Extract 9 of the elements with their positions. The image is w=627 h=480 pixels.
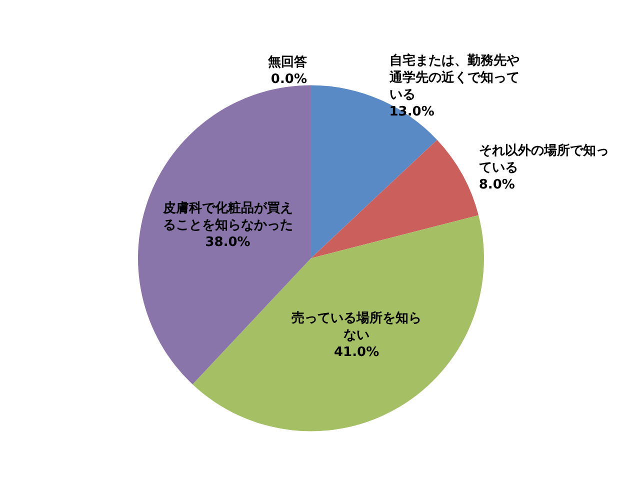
slice-label: それ以外の場所で知っている (478, 142, 609, 176)
category-label: 無回答 (268, 55, 307, 70)
slice-label: 自宅または、勤務先や通学先の近くで知っている (388, 52, 520, 103)
data-label: 8.0% (478, 178, 515, 193)
text: 0.0% (270, 72, 307, 88)
data-label: 41.0% (334, 344, 380, 360)
slice-label: 皮膚科で化粧品が買えることを知らなかった (162, 200, 293, 233)
data-label: 38.0% (205, 234, 250, 250)
slice-label: 売っている場所を知らない (292, 310, 422, 343)
